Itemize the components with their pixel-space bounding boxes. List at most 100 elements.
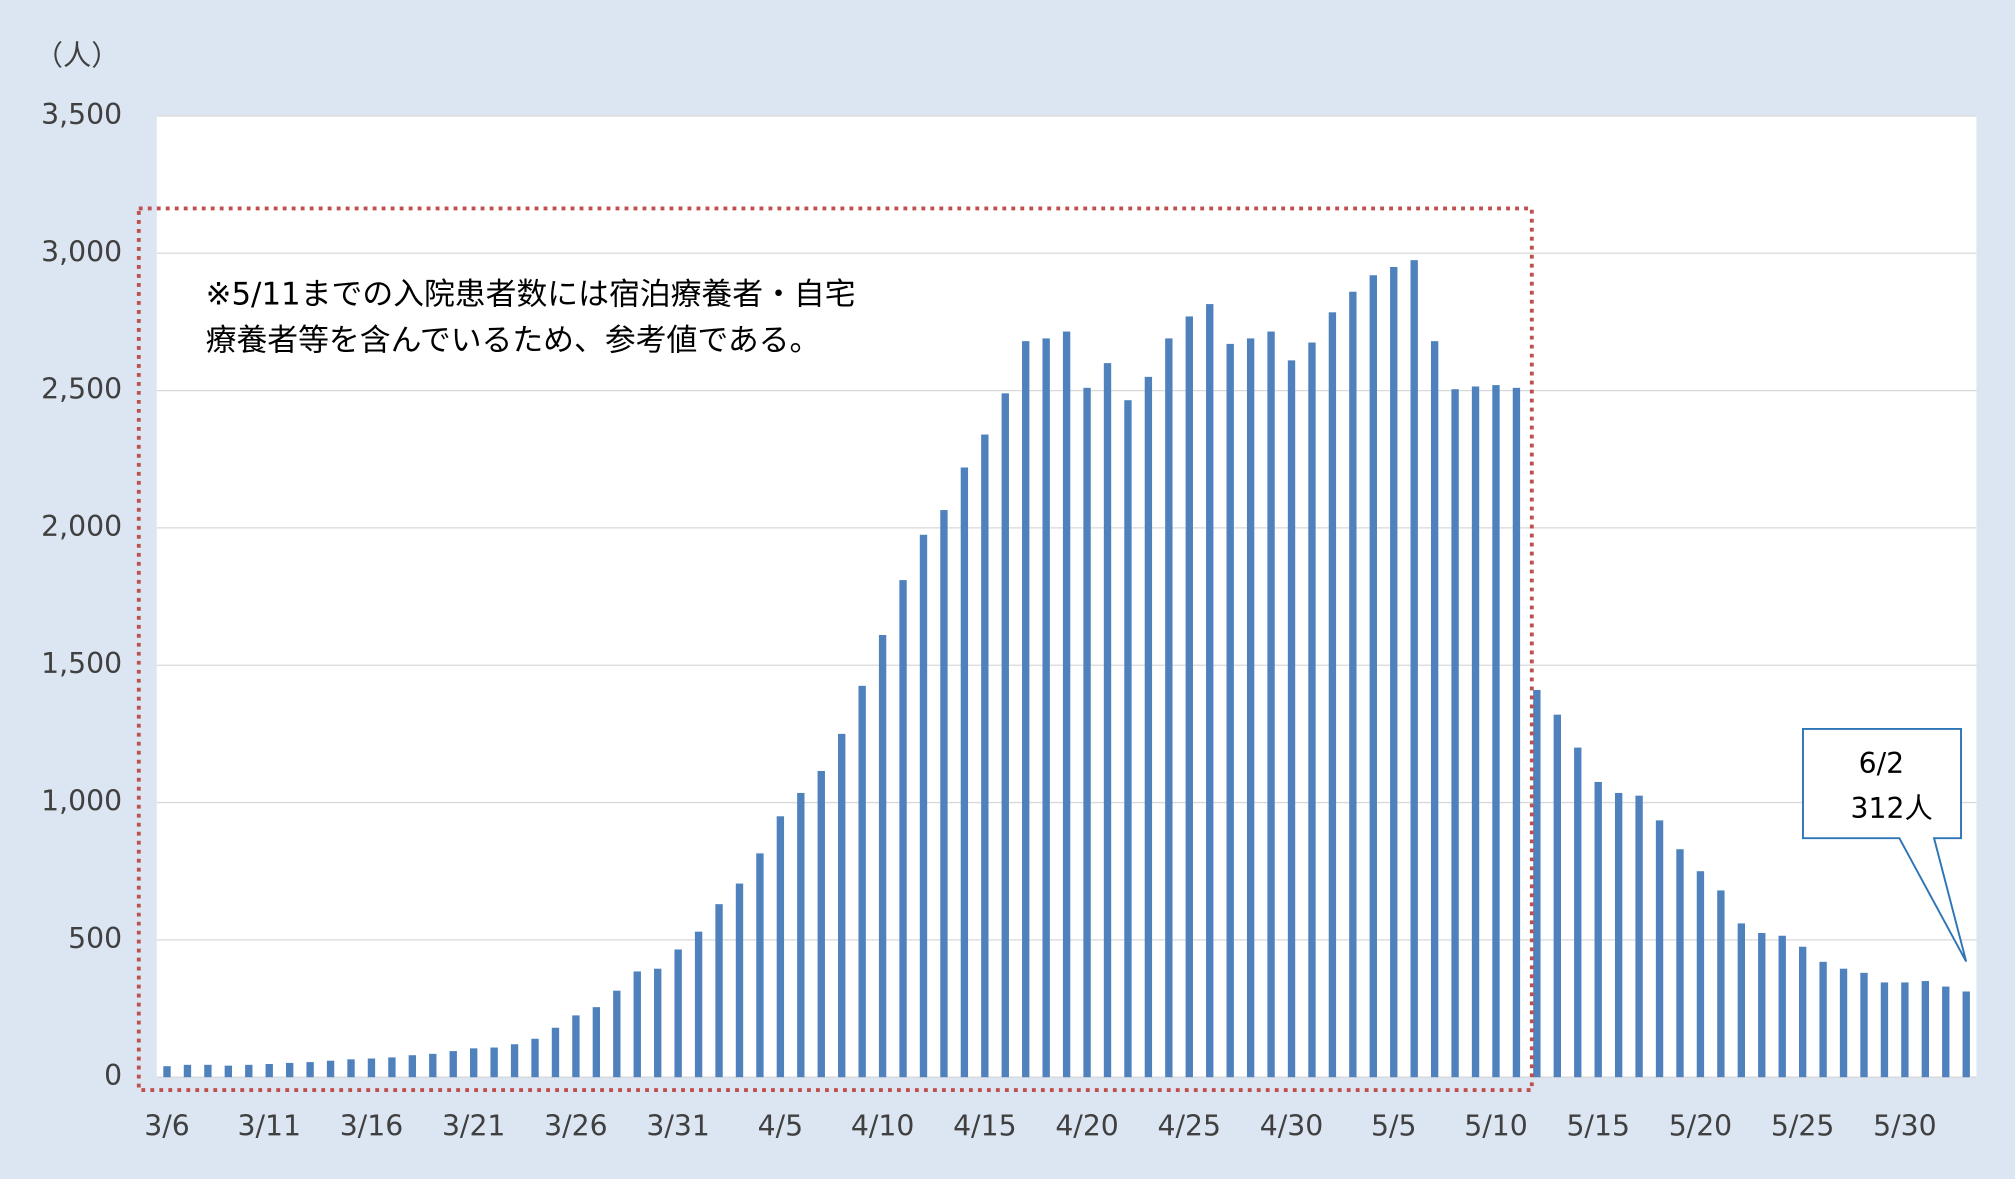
y-tick-label: 2,500 <box>41 373 122 406</box>
callout-text: 6/2 <box>1859 747 1905 780</box>
bar <box>1410 260 1418 1078</box>
bar <box>347 1059 355 1078</box>
x-tick-label: 3/26 <box>544 1109 607 1142</box>
bar <box>878 635 887 1078</box>
x-tick-label: 5/20 <box>1669 1109 1732 1142</box>
bar <box>1390 267 1398 1078</box>
bar <box>1471 386 1480 1078</box>
x-tick-label: 3/11 <box>237 1109 300 1142</box>
y-axis-label: （人） <box>35 39 120 72</box>
bar <box>654 968 662 1078</box>
bar <box>960 467 969 1078</box>
bar <box>1287 360 1296 1078</box>
bar <box>858 685 866 1078</box>
bar <box>1083 387 1091 1078</box>
bar <box>1533 689 1541 1078</box>
bar <box>1553 714 1561 1078</box>
x-tick-label: 3/16 <box>340 1109 403 1142</box>
bar <box>1717 890 1725 1078</box>
bar <box>1696 871 1705 1078</box>
bar <box>633 971 641 1078</box>
bar <box>1185 316 1193 1078</box>
bar <box>1349 291 1357 1078</box>
bar <box>510 1044 519 1078</box>
bar <box>245 1064 253 1078</box>
bar <box>592 1007 601 1078</box>
x-tick-label: 4/5 <box>758 1109 803 1142</box>
bar <box>1492 385 1500 1078</box>
bar <box>919 534 928 1078</box>
bar <box>1921 981 1930 1078</box>
bar <box>674 949 682 1078</box>
y-tick-label: 2,000 <box>41 510 122 543</box>
bar <box>1860 972 1868 1078</box>
bar <box>1124 400 1132 1078</box>
bar <box>1103 363 1112 1078</box>
bar <box>1901 982 1909 1078</box>
bar <box>1022 341 1030 1078</box>
callout-text: 312人 <box>1851 792 1933 825</box>
x-tick-label: 5/10 <box>1464 1109 1527 1142</box>
bar <box>1942 986 1950 1078</box>
bar <box>817 770 825 1078</box>
bar <box>735 883 744 1078</box>
bar <box>1042 338 1050 1078</box>
bar <box>183 1064 192 1078</box>
bar <box>572 1015 580 1078</box>
bar <box>1594 781 1602 1078</box>
bar <box>326 1060 335 1078</box>
bar <box>1267 331 1275 1078</box>
x-tick-label: 4/15 <box>953 1109 1016 1142</box>
bar <box>1635 795 1643 1078</box>
bar <box>1676 849 1684 1078</box>
bar <box>1451 389 1459 1078</box>
bar <box>470 1048 478 1078</box>
bar <box>224 1065 233 1078</box>
bar <box>1839 968 1848 1078</box>
note-line: 療養者等を含んでいるため、参考値である。 <box>206 323 821 359</box>
bar <box>1778 935 1786 1078</box>
bar <box>1880 982 1889 1078</box>
bar <box>1655 820 1664 1078</box>
x-tick-label: 5/25 <box>1771 1109 1834 1142</box>
bar <box>265 1064 273 1078</box>
bar <box>1165 338 1173 1078</box>
x-tick-label: 3/21 <box>442 1109 505 1142</box>
bar <box>408 1055 417 1078</box>
bar <box>367 1058 376 1078</box>
y-tick-label: 500 <box>68 922 122 955</box>
bar <box>1206 304 1214 1078</box>
bar <box>1246 338 1255 1078</box>
bar <box>776 816 785 1078</box>
bar <box>1737 923 1746 1078</box>
x-tick-label: 4/25 <box>1158 1109 1221 1142</box>
bar <box>797 792 805 1078</box>
bar <box>613 990 621 1078</box>
bar <box>429 1053 437 1078</box>
bar <box>1819 961 1827 1078</box>
bar <box>1062 331 1071 1078</box>
bar <box>204 1064 212 1078</box>
bar <box>1144 376 1153 1078</box>
x-tick-label: 5/30 <box>1873 1109 1936 1142</box>
marks: 0 500 1,000 1,500 2,000 2,500 3,000 3,500 3/6 3/1… <box>41 98 1977 1142</box>
x-tick-label: 4/20 <box>1055 1109 1118 1142</box>
y-tick-label: 3,000 <box>41 235 122 268</box>
bar <box>899 580 907 1078</box>
bar <box>306 1062 314 1078</box>
bar <box>940 510 948 1078</box>
callout-box <box>1801 727 1968 962</box>
bar <box>1574 747 1582 1078</box>
bar <box>981 434 989 1078</box>
bar <box>1369 275 1377 1078</box>
x-tick-label: 4/30 <box>1260 1109 1323 1142</box>
y-tick-label: 0 <box>104 1059 122 1092</box>
bar <box>756 853 764 1078</box>
bar <box>1758 933 1766 1078</box>
x-tick-label: 4/10 <box>851 1109 914 1142</box>
bar <box>490 1047 498 1078</box>
bar <box>551 1027 560 1078</box>
highlight-box <box>136 206 1534 1092</box>
